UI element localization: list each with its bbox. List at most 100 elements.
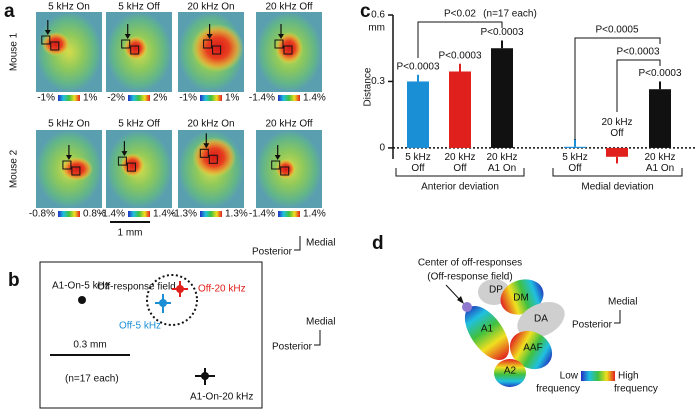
y-tick-label: 0 [379,143,385,154]
colorbar [278,95,300,101]
colorbar [200,95,222,101]
comparison-bracket [616,59,661,112]
callout: Center of off-responses [418,258,522,269]
colorbar-label: -0.8% [29,209,55,220]
bar [407,81,429,148]
roi-square [283,45,293,55]
field-label: AAF [523,343,542,354]
bar [491,48,513,148]
arrow [121,151,128,157]
field [509,330,553,370]
note: (n=17 each) [483,9,537,20]
roi-square [212,45,222,55]
arrow [65,155,72,160]
colorbar-label: -1.4% [99,209,125,220]
x-tick-label: 20 kHz Off [444,152,476,174]
colorbar-label: -1% [179,93,197,104]
map-title: 20 kHz Off [265,119,312,130]
off-response-center [462,302,472,312]
group-label: Anterior deviation [421,182,499,193]
legend-label: High [618,371,639,382]
arrow [278,34,284,39]
field [464,305,510,361]
colorbar [200,211,222,217]
colorbar-label: 1.4% [303,209,326,220]
panel-label: d [372,233,384,254]
colorbar [278,211,300,217]
field-label: A2 [504,366,517,377]
y-unit: mm [368,23,385,34]
significance-label: P<0.0003 [480,27,524,38]
bar [564,146,586,148]
x-tick-label: 5 kHz Off [562,152,588,174]
roi-square [274,39,284,49]
roi-square [62,160,72,170]
note: (n=17 each) [65,374,119,385]
arrow [203,143,210,149]
panel-frame [39,261,263,409]
colorbar-label: 0.8% [83,209,106,220]
field [500,279,544,315]
colorbar-label: 1% [225,93,240,104]
roi-square [208,154,218,164]
roi-square [71,166,81,176]
comparison-bracket [574,37,661,140]
row-label: Mouse 1 [9,32,20,71]
map-title: 20 kHz On [187,119,234,130]
orientation-label: Medial [608,297,637,308]
legend-label: frequency [536,384,580,395]
roi-square [50,41,60,51]
frequency-colorbar [581,371,615,381]
group-bracket [552,168,683,177]
x-tick-label: 5 kHz Off [405,152,431,174]
heat-spot [192,137,237,178]
roi-square [121,39,131,49]
x-tick-label: 20 kHz A1 On [486,152,518,174]
panel-label: c [360,1,371,22]
x-tick-label: 20 kHz Off [601,117,633,139]
panel-label: a [4,1,15,22]
colorbar [58,211,80,217]
y-tick-label: 0.6 [371,10,385,21]
heat-spot [191,24,244,72]
x-tick-label: 20 kHz A1 On [644,152,676,174]
roi-square [203,39,213,49]
map-title: 5 kHz On [48,119,90,130]
bar [649,89,671,148]
legend-label: Low [560,371,579,382]
point-label: Off-5 kHz [119,321,161,332]
roi-square [117,156,127,166]
point [78,296,86,304]
orientation-axes [294,236,301,251]
orientation-label: Posterior [252,247,293,258]
panel-label: b [8,270,20,291]
callout: (Off-response field) [427,272,512,283]
arrow [124,34,131,39]
comparison-label: P<0.0005 [595,25,639,36]
point-label: Off-20 kHz [198,284,246,295]
colorbar-label: 2% [153,93,168,104]
orientation-axes [614,310,621,324]
orientation-label: Posterior [272,342,313,353]
colorbar [58,95,80,101]
arrow [206,34,213,39]
roi-square [271,160,281,170]
colorbar-label: 1% [83,93,98,104]
comparison-label: P<0.0003 [616,47,660,58]
colorbar-label: -2% [107,93,125,104]
significance-label: P<0.0003 [396,61,440,72]
orientation-axes [314,330,321,346]
point [159,299,167,307]
y-axis-label: Distance [363,67,374,106]
field-label: DM [513,293,529,304]
field-circle [146,274,198,326]
colorbar-label: 1.4% [303,93,326,104]
point [201,372,209,380]
orientation-label: Medial [306,317,335,328]
field-label: A1 [481,324,494,335]
heat-spot [60,157,93,181]
colorbar-label: -1.4% [249,93,275,104]
y-tick-label: 0.3 [371,76,385,87]
